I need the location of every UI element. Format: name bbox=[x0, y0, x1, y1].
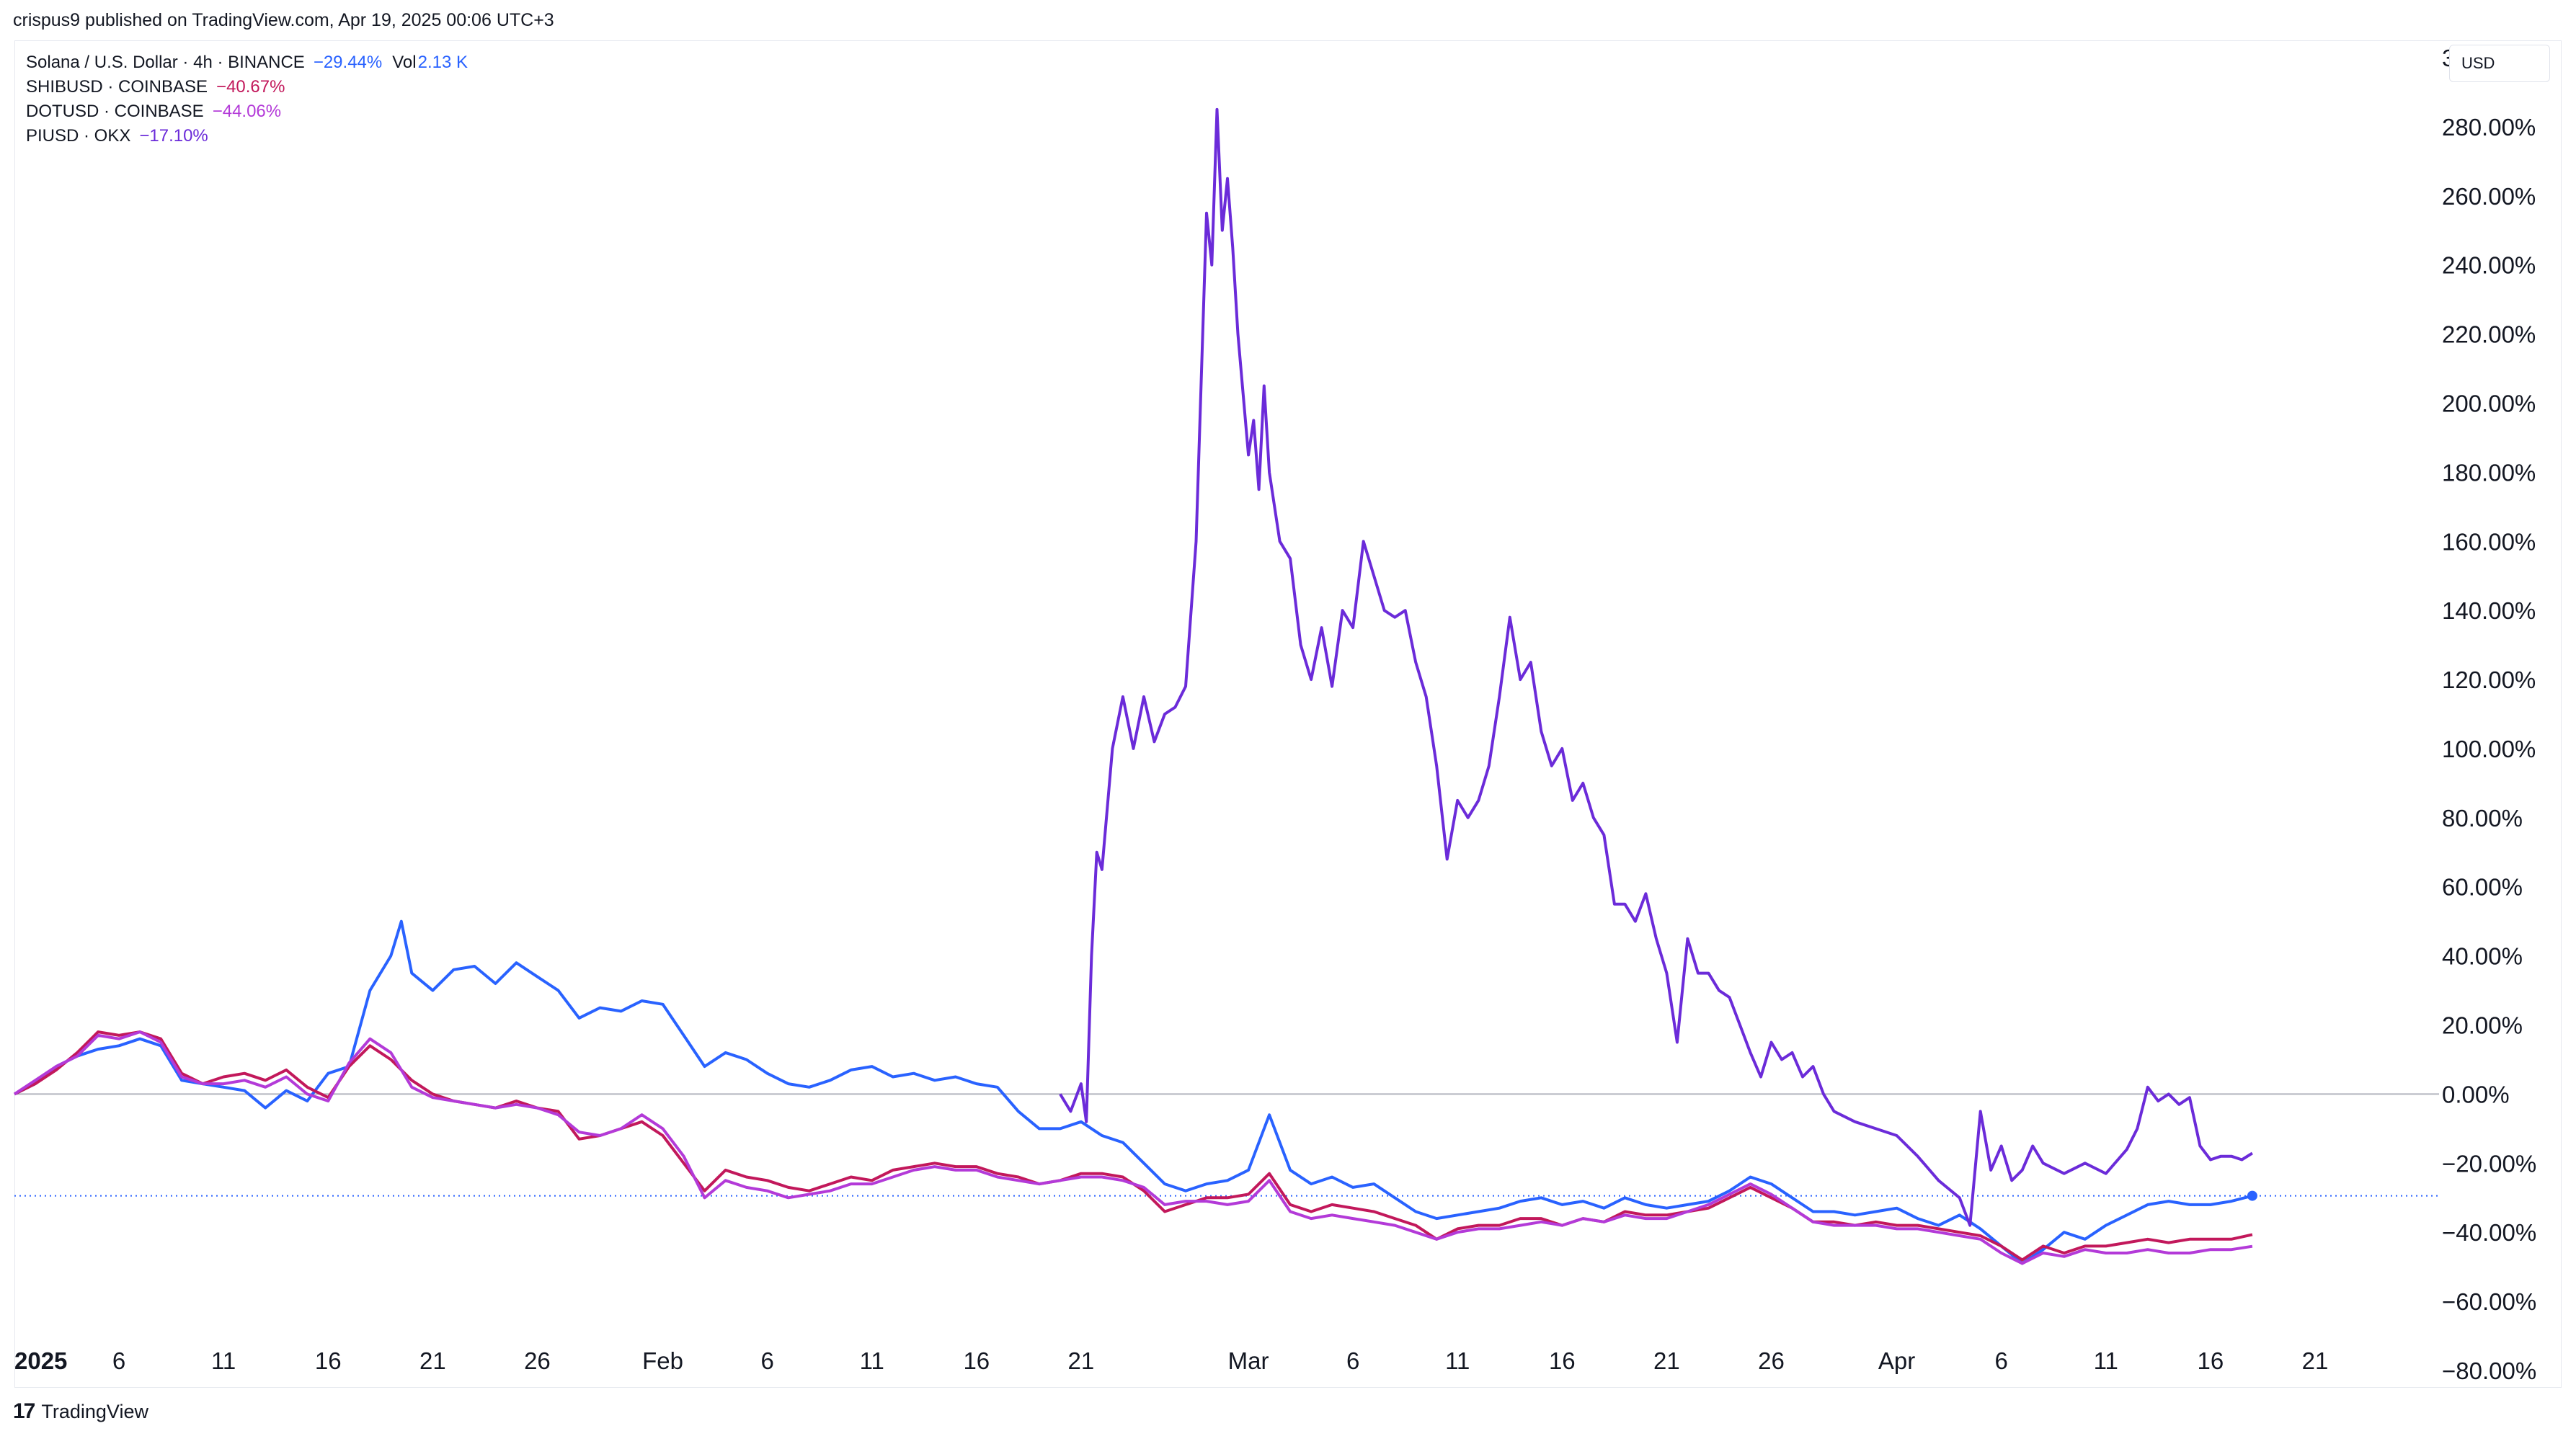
x-tick-label: Feb bbox=[642, 1347, 683, 1374]
series-legend: Solana / U.S. Dollar · 4h · BINANCE −29.4… bbox=[26, 50, 468, 148]
legend-row-shib[interactable]: SHIBUSD · COINBASE −40.67% bbox=[26, 75, 468, 99]
legend-change: −29.44% bbox=[313, 53, 383, 72]
y-tick-label: 80.00% bbox=[2442, 805, 2523, 832]
series-line-shibusd[interactable] bbox=[14, 1030, 2253, 1262]
axis-layer bbox=[14, 1093, 2439, 1197]
y-tick-label: 280.00% bbox=[2442, 114, 2536, 141]
legend-volume-label: Vol bbox=[392, 53, 417, 72]
y-tick-label: 100.00% bbox=[2442, 736, 2536, 762]
y-tick-label: −60.00% bbox=[2442, 1288, 2536, 1315]
x-tick-label: 16 bbox=[1549, 1347, 1576, 1374]
y-tick-label: 60.00% bbox=[2442, 874, 2523, 901]
x-tick-label: 6 bbox=[1995, 1347, 2008, 1374]
series-line-solusd[interactable] bbox=[14, 919, 2253, 1265]
y-tick-label: 120.00% bbox=[2442, 667, 2536, 693]
legend-row-dot[interactable]: DOTUSD · COINBASE −44.06% bbox=[26, 99, 468, 124]
x-axis-ticks: 2025 6 11 16 21 26 Feb 6 11 16 21 Mar 6 11 16 21 26 Apr 6 1… bbox=[14, 1347, 2328, 1374]
x-tick-label: 6 bbox=[112, 1347, 125, 1374]
y-tick-label: 140.00% bbox=[2442, 597, 2536, 624]
legend-symbol: DOTUSD · COINBASE bbox=[26, 102, 204, 121]
legend-symbol: Solana / U.S. Dollar · 4h · BINANCE bbox=[26, 53, 305, 72]
x-tick-label: 21 bbox=[1068, 1347, 1095, 1374]
x-tick-label: Apr bbox=[1878, 1347, 1915, 1374]
x-tick-label: 21 bbox=[1653, 1347, 1680, 1374]
y-tick-label: 240.00% bbox=[2442, 252, 2536, 279]
x-tick-label: 6 bbox=[760, 1347, 773, 1374]
y-tick-label: 220.00% bbox=[2442, 321, 2536, 348]
y-tick-label: 260.00% bbox=[2442, 183, 2536, 210]
publisher-header: crispus9 published on TradingView.com, A… bbox=[13, 10, 554, 30]
x-tick-label: 16 bbox=[2198, 1347, 2224, 1374]
x-tick-label: Mar bbox=[1228, 1347, 1269, 1374]
x-tick-label: 21 bbox=[419, 1347, 446, 1374]
legend-symbol: SHIBUSD · COINBASE bbox=[26, 77, 208, 97]
legend-symbol: PIUSD · OKX bbox=[26, 126, 131, 146]
y-tick-label: 20.00% bbox=[2442, 1012, 2523, 1039]
y-tick-label: 180.00% bbox=[2442, 459, 2536, 486]
brand-name: TradingView bbox=[41, 1400, 148, 1422]
series-layer bbox=[13, 107, 2257, 1265]
x-tick-label: 26 bbox=[1758, 1347, 1785, 1374]
legend-row-sol[interactable]: Solana / U.S. Dollar · 4h · BINANCE −29.4… bbox=[26, 50, 468, 75]
currency-button[interactable]: USD bbox=[2449, 45, 2550, 82]
x-tick-label: 2025 bbox=[14, 1347, 67, 1374]
x-tick-label: 6 bbox=[1346, 1347, 1359, 1374]
tradingview-logo-icon: 17 bbox=[13, 1399, 35, 1423]
x-tick-label: 26 bbox=[524, 1347, 551, 1374]
y-tick-label: 160.00% bbox=[2442, 528, 2536, 555]
chart-pane[interactable] bbox=[14, 40, 2562, 1388]
y-tick-label: 200.00% bbox=[2442, 390, 2536, 416]
y-axis-ticks: 300.00%280.00%260.00%240.00%220.00%200.0… bbox=[2442, 45, 2536, 1384]
x-tick-label: 16 bbox=[963, 1347, 990, 1374]
legend-change: −17.10% bbox=[139, 126, 208, 146]
x-tick-label: 11 bbox=[211, 1347, 236, 1374]
legend-volume-value: 2.13 K bbox=[417, 53, 468, 72]
y-tick-label: −20.00% bbox=[2442, 1150, 2536, 1177]
footer-brand[interactable]: 17 TradingView bbox=[13, 1399, 148, 1424]
last-point-marker bbox=[2247, 1190, 2257, 1201]
x-tick-label: 16 bbox=[315, 1347, 342, 1374]
legend-change: −44.06% bbox=[212, 102, 282, 121]
y-tick-label: −80.00% bbox=[2442, 1358, 2536, 1384]
series-line-piusd[interactable] bbox=[1059, 107, 2253, 1227]
series-line-dotusd[interactable] bbox=[13, 1030, 2253, 1265]
x-tick-label: 11 bbox=[2094, 1347, 2118, 1374]
x-tick-label: 21 bbox=[2302, 1347, 2329, 1374]
legend-row-pi[interactable]: PIUSD · OKX −17.10% bbox=[26, 124, 468, 148]
x-tick-label: 11 bbox=[1445, 1347, 1470, 1374]
y-tick-label: 40.00% bbox=[2442, 943, 2523, 970]
legend-change: −40.67% bbox=[216, 77, 285, 97]
y-tick-label: −40.00% bbox=[2442, 1219, 2536, 1246]
x-tick-label: 11 bbox=[860, 1347, 884, 1374]
y-tick-label: 0.00% bbox=[2442, 1081, 2510, 1107]
